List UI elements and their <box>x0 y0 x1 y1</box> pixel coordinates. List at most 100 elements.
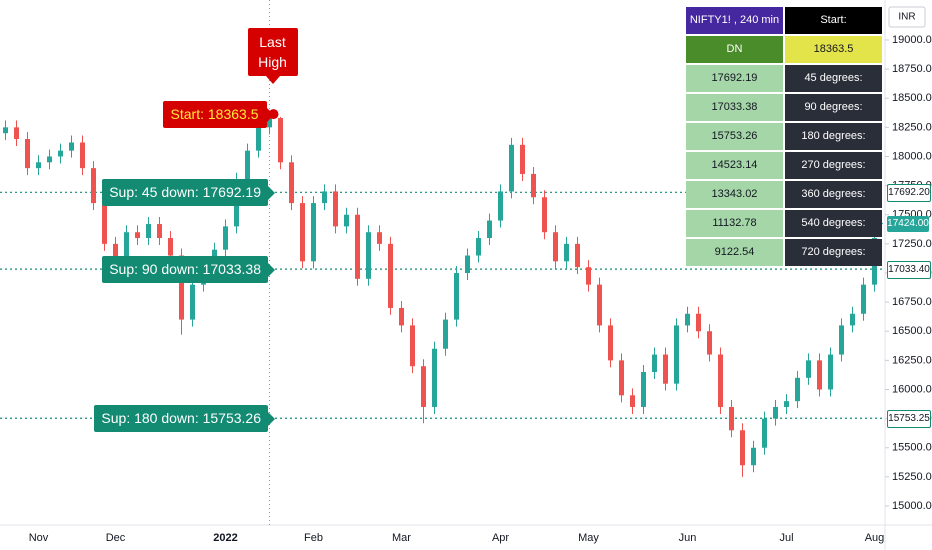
y-tick-label: 16750.00 <box>892 296 932 308</box>
candle-body <box>278 118 283 163</box>
candle-body <box>47 156 52 163</box>
candle-body <box>80 142 85 169</box>
y-tick-label: 15000.00 <box>892 500 932 512</box>
x-tick-label: 2022 <box>213 532 237 544</box>
last-high-note: Last High <box>247 28 298 84</box>
table-cell: 9122.54 <box>686 239 783 266</box>
table-header-cell: Start: <box>785 7 882 34</box>
candle-body <box>3 127 8 134</box>
table-cell: 270 degrees: <box>785 152 882 179</box>
y-tick-label: 16000.00 <box>892 383 932 395</box>
candle-body <box>465 255 470 273</box>
candle-body <box>498 191 503 221</box>
y-tick-label: 17250.00 <box>892 238 932 250</box>
candle-body <box>256 127 261 151</box>
candle-body <box>839 325 844 355</box>
y-tick-label: 18000.00 <box>892 150 932 162</box>
table-cell: 14523.14 <box>686 152 783 179</box>
table-cell: 90 degrees: <box>785 94 882 121</box>
candle-body <box>443 319 448 349</box>
candle-body <box>223 226 228 250</box>
degrees-table: NIFTY1! , 240 min Start: DN 18363.5 17692.19… <box>686 7 882 266</box>
candle-body <box>69 142 74 151</box>
candle-body <box>795 377 800 402</box>
candle-body <box>146 224 151 239</box>
candle-body <box>432 348 437 407</box>
candle-body <box>289 162 294 204</box>
candle-body <box>729 406 734 431</box>
start-note: Start: 18363.5 <box>162 100 274 128</box>
candle-body <box>300 203 305 262</box>
table-cell: 720 degrees: <box>785 239 882 266</box>
candle-body <box>245 150 250 180</box>
candle-body <box>564 243 569 262</box>
level-axis-label: 15753.25 <box>887 410 931 429</box>
y-tick-label: 18250.00 <box>892 121 932 133</box>
y-tick-label: 16500.00 <box>892 325 932 337</box>
table-cell: 180 degrees: <box>785 123 882 150</box>
table-cell: DN <box>686 36 783 63</box>
candle-body <box>355 214 360 279</box>
candle-body <box>773 406 778 419</box>
candle-body <box>410 325 415 367</box>
candle-body <box>333 191 338 227</box>
candle-body <box>476 238 481 256</box>
candle-body <box>168 238 173 256</box>
candle-body <box>762 418 767 448</box>
table-cell: 17033.38 <box>686 94 783 121</box>
candle-body <box>399 307 404 326</box>
x-tick-label: Feb <box>304 532 323 544</box>
candle-body <box>487 220 492 239</box>
candle-body <box>179 255 184 320</box>
candle-body <box>784 401 789 407</box>
table-cell: 18363.5 <box>785 36 882 63</box>
support-note: Sup: 90 down: 17033.38 <box>102 255 275 283</box>
y-tick-label: 15500.00 <box>892 442 932 454</box>
candle-body <box>58 150 63 157</box>
candle-body <box>531 173 536 198</box>
candle-body <box>630 395 635 407</box>
currency-box[interactable] <box>888 6 926 28</box>
candle-body <box>454 272 459 320</box>
candle-body <box>542 197 547 233</box>
candle-body <box>91 168 96 204</box>
candle-body <box>157 224 162 239</box>
x-tick-label: Apr <box>492 532 509 544</box>
candle-body <box>696 313 701 332</box>
candle-body <box>421 366 426 407</box>
table-header-cell: NIFTY1! , 240 min <box>686 7 783 34</box>
y-tick-label: 19000.00 <box>892 34 932 46</box>
x-tick-label: Jun <box>679 532 697 544</box>
candle-body <box>575 243 580 268</box>
candle-body <box>861 284 866 314</box>
candle-body <box>509 144 514 192</box>
candle-body <box>14 127 19 139</box>
x-tick-label: Dec <box>106 532 126 544</box>
candle-body <box>663 354 668 384</box>
x-tick-label: Aug <box>865 532 885 544</box>
table-cell: 15753.26 <box>686 123 783 150</box>
candle-body <box>674 325 679 384</box>
candle-body <box>344 214 349 227</box>
table-cell: 360 degrees: <box>785 181 882 208</box>
y-tick-label: 16250.00 <box>892 354 932 366</box>
table-cell: 540 degrees: <box>785 210 882 237</box>
x-tick-label: May <box>578 532 599 544</box>
last-price-label: 17424.00 <box>887 215 929 232</box>
x-tick-label: Mar <box>392 532 411 544</box>
candle-body <box>608 325 613 361</box>
support-note: Sup: 180 down: 15753.26 <box>94 404 275 432</box>
candle-body <box>520 144 525 174</box>
y-tick-label: 18750.00 <box>892 63 932 75</box>
table-cell: 13343.02 <box>686 181 783 208</box>
candle-body <box>850 313 855 326</box>
y-tick-label: 18500.00 <box>892 92 932 104</box>
candle-body <box>652 354 657 373</box>
candle-body <box>751 447 756 466</box>
candle-body <box>597 284 602 326</box>
candle-body <box>586 267 591 285</box>
level-axis-label: 17692.20 <box>887 184 931 203</box>
candle-body <box>267 118 272 128</box>
candle-body <box>740 430 745 466</box>
